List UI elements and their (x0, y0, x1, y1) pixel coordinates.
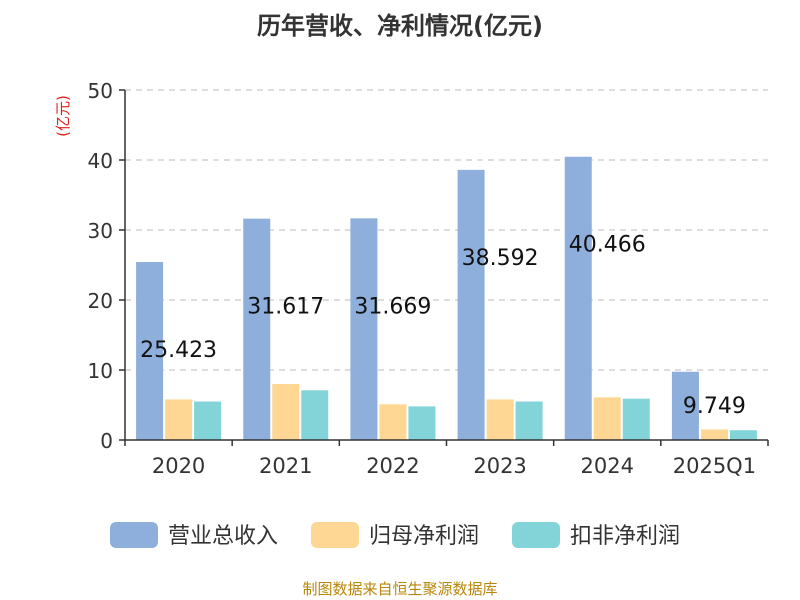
bar-归母净利润-2020 (165, 399, 193, 440)
x-tick-label: 2023 (473, 454, 526, 478)
bar-扣非净利润-2023 (515, 401, 543, 440)
y-tick-label: 10 (88, 359, 113, 383)
bar-归母净利润-2024 (593, 397, 621, 440)
bar-扣非净利润-2024 (622, 398, 650, 440)
data-labels: 25.423 31.617 31.669 38.592 40.466 9.749 (140, 233, 746, 419)
bar-扣非净利润-2021 (301, 390, 329, 440)
legend-swatch (311, 522, 359, 548)
bar-归母净利润-2025Q1 (700, 429, 728, 440)
grid-lines (125, 89, 768, 371)
legend-label: 营业总收入 (168, 524, 278, 549)
bar-营业总收入-2023 (457, 169, 485, 440)
bar-营业总收入-2024 (564, 156, 592, 440)
legend-label: 归母净利润 (369, 524, 479, 549)
data-label: 25.423 (140, 338, 217, 363)
x-tick-label: 2022 (366, 454, 419, 478)
y-tick-label: 50 (88, 79, 113, 103)
y-tick-label: 0 (100, 429, 113, 453)
data-label: 9.749 (683, 394, 746, 419)
axes: 0 10 20 30 40 50 (亿元) 2020 2021 2022 2023 2024 2025Q… (54, 79, 769, 478)
y-tick-label: 20 (88, 289, 113, 313)
legend-swatch (110, 522, 158, 548)
bar-扣非净利润-2020 (194, 401, 222, 440)
legend-label: 扣非净利润 (570, 524, 680, 549)
data-label: 31.669 (354, 294, 431, 319)
bars (136, 156, 757, 440)
chart-title: 历年营收、净利情况(亿元) (257, 12, 543, 40)
bar-营业总收入-2020 (136, 262, 164, 440)
x-tick-label: 2021 (259, 454, 312, 478)
data-label: 38.592 (462, 246, 539, 271)
source-note: 制图数据来自恒生聚源数据库 (302, 580, 498, 598)
bar-扣非净利润-2025Q1 (729, 430, 757, 440)
bar-营业总收入-2022 (350, 218, 378, 440)
legend-swatch (512, 522, 560, 548)
data-label: 31.617 (247, 295, 324, 320)
data-label: 40.466 (569, 233, 646, 258)
bar-归母净利润-2022 (379, 404, 407, 440)
bar-营业总收入-2021 (243, 218, 271, 440)
x-tick-label: 2024 (581, 454, 634, 478)
bar-营业总收入-2025Q1 (671, 371, 699, 440)
y-tick-label: 30 (88, 219, 113, 243)
legend[interactable]: 营业总收入 归母净利润 扣非净利润 (110, 522, 680, 549)
bar-归母净利润-2023 (486, 399, 514, 440)
y-tick-label: 40 (88, 149, 113, 173)
y-axis-label: (亿元) (54, 95, 72, 137)
bar-归母净利润-2021 (272, 384, 300, 440)
x-tick-label: 2025Q1 (673, 454, 756, 478)
bar-扣非净利润-2022 (408, 406, 436, 440)
x-tick-label: 2020 (152, 454, 205, 478)
